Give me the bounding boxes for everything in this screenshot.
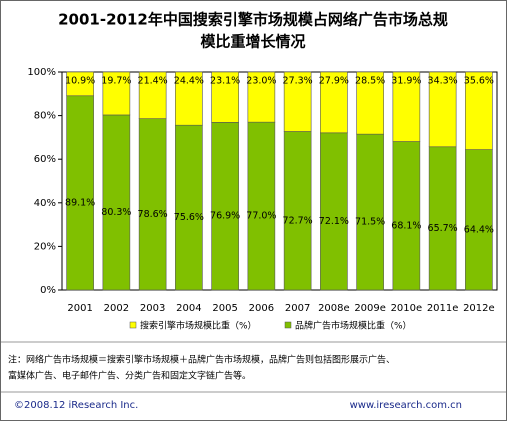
- y-tick-label: 40%: [34, 198, 56, 209]
- bar-segment: [356, 71, 384, 135]
- value-label: 21.4%: [138, 76, 168, 87]
- legend-label: 品牌广告市场规模比重（%）: [295, 320, 412, 332]
- x-tick-label: 2001: [67, 303, 92, 314]
- value-label: 72.1%: [319, 216, 349, 227]
- bar-segment: [392, 71, 421, 142]
- bar-segment: [102, 71, 131, 116]
- note: 注：网络广告市场规模＝搜索引擎市场规模＋品牌广告市场规模，品牌广告则包括图形展示…: [8, 354, 395, 366]
- chart-title: 2001-2012年中国搜索引擎市场规模占网络广告市场总规: [58, 11, 448, 29]
- x-tick-label: 2010e: [391, 303, 423, 314]
- bar-segment: [175, 71, 203, 126]
- bar-segment: [102, 114, 131, 291]
- bar-segment: [66, 95, 94, 291]
- value-label: 19.7%: [101, 76, 131, 87]
- bar-segment: [247, 71, 276, 123]
- legend-swatch: [284, 321, 292, 329]
- value-label: 34.3%: [428, 76, 458, 87]
- x-tick-label: 2007: [285, 303, 310, 314]
- bar-segment: [428, 71, 457, 148]
- plot-frame: [61, 71, 498, 291]
- bar-segment: [247, 121, 276, 291]
- bar-segment: [66, 71, 94, 97]
- bar-segment: [283, 131, 312, 291]
- value-label: 68.1%: [391, 220, 421, 231]
- bar-segment: [465, 71, 493, 150]
- value-label: 64.4%: [464, 224, 494, 235]
- y-tick-label: 20%: [34, 241, 56, 252]
- bar-segment: [392, 141, 421, 291]
- note: 富媒体广告、电子邮件广告、分类广告和固定文字链广告等。: [8, 370, 251, 382]
- legend-swatch: [129, 321, 137, 329]
- x-tick-label: 2011e: [427, 303, 459, 314]
- y-tick-label: 60%: [34, 154, 56, 165]
- value-label: 78.6%: [138, 209, 168, 220]
- x-tick-label: 2005: [212, 303, 237, 314]
- value-label: 75.6%: [174, 212, 204, 223]
- value-label: 71.5%: [355, 217, 385, 228]
- x-tick-label: 2008e: [318, 303, 350, 314]
- value-label: 10.9%: [65, 76, 95, 87]
- value-label: 76.9%: [210, 211, 240, 222]
- value-label: 27.9%: [319, 76, 349, 87]
- chart-title: 模比重增长情况: [200, 33, 305, 51]
- x-tick-label: 2009e: [354, 303, 386, 314]
- x-tick-label: 2012e: [463, 303, 495, 314]
- bar-segment: [175, 124, 203, 291]
- x-tick-label: 2004: [176, 303, 201, 314]
- bar-segment: [320, 71, 348, 134]
- bar-segment: [465, 149, 493, 291]
- x-tick-label: 2006: [249, 303, 274, 314]
- value-label: 24.4%: [174, 76, 204, 87]
- bar-segment: [138, 118, 167, 291]
- x-tick-label: 2003: [140, 303, 165, 314]
- bar-segment: [283, 71, 312, 132]
- value-label: 72.7%: [283, 215, 313, 226]
- bar-segment: [428, 146, 457, 291]
- footer-left: ©2008.12 iResearch Inc.: [14, 400, 138, 411]
- bar-segment: [211, 122, 239, 291]
- value-label: 28.5%: [355, 76, 385, 87]
- y-tick-label: 80%: [34, 111, 56, 122]
- value-label: 31.9%: [391, 76, 421, 87]
- value-label: 23.1%: [210, 76, 240, 87]
- value-label: 23.0%: [246, 76, 276, 87]
- x-tick-label: 2002: [104, 303, 129, 314]
- value-label: 35.6%: [464, 76, 494, 87]
- bar-segment: [211, 71, 239, 123]
- value-label: 77.0%: [246, 211, 276, 222]
- bar-segment: [320, 132, 348, 291]
- value-label: 80.3%: [101, 207, 131, 218]
- bar-segment: [138, 71, 167, 119]
- value-label: 89.1%: [65, 197, 95, 208]
- value-label: 27.3%: [283, 76, 313, 87]
- value-label: 65.7%: [428, 223, 458, 234]
- y-tick-label: 0%: [40, 285, 56, 296]
- footer-right: www.iresearch.com.cn: [350, 400, 462, 411]
- legend-label: 搜索引擎市场规模比重（%）: [140, 320, 257, 332]
- bar-segment: [356, 133, 384, 291]
- y-tick-label: 100%: [27, 67, 56, 78]
